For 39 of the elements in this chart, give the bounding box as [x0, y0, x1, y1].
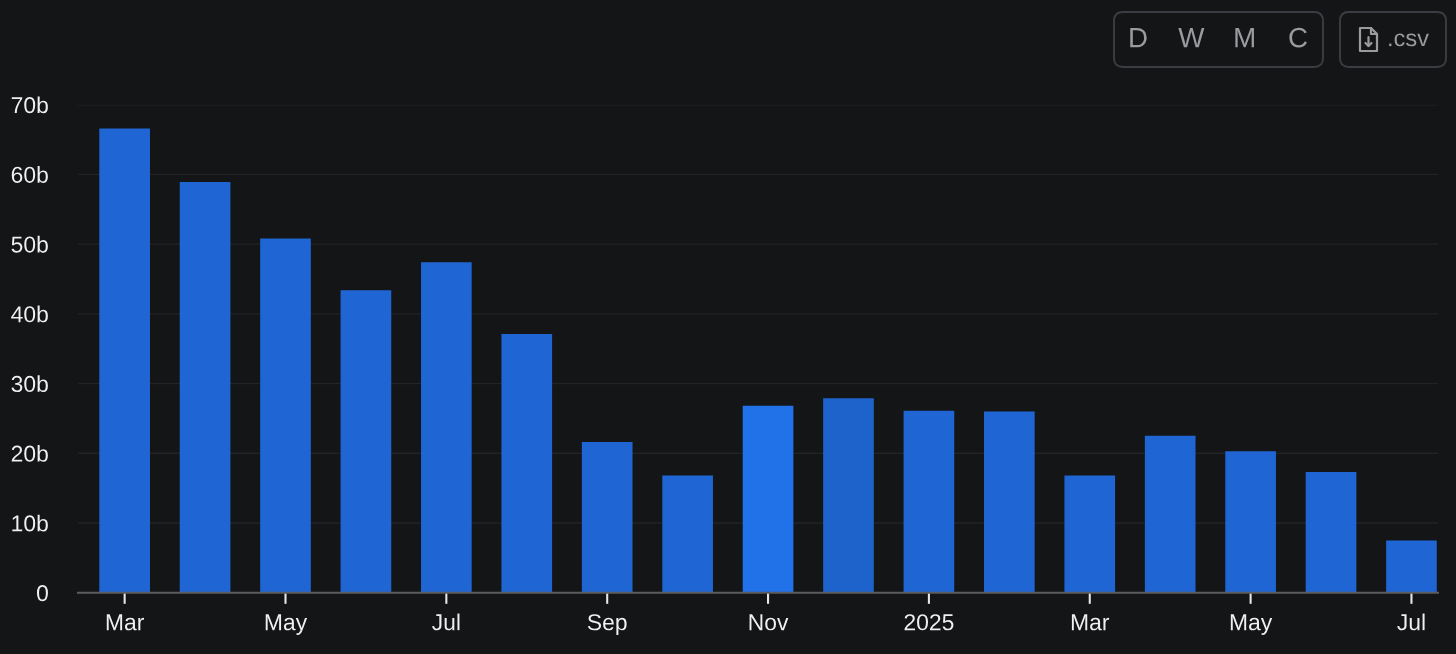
- bar: [1064, 475, 1116, 593]
- y-tick-label: 30b: [11, 375, 48, 393]
- y-tick-label: 40b: [11, 305, 48, 323]
- bar: [903, 410, 955, 593]
- text: W: [1178, 28, 1205, 48]
- x-tick-label: Jul: [432, 613, 460, 631]
- bar: [179, 182, 231, 593]
- bar: [421, 262, 472, 593]
- x-tick-label: 2025: [904, 614, 954, 631]
- bar: [662, 475, 713, 593]
- bar: [99, 128, 150, 593]
- y-tick-label: 0: [36, 585, 48, 602]
- text: C: [1289, 27, 1307, 48]
- text: .csv: [1389, 33, 1429, 47]
- bar: [1386, 540, 1437, 593]
- x-tick-label: May: [1230, 614, 1273, 635]
- x-tick-label: Mar: [1071, 614, 1110, 631]
- bar: [501, 334, 553, 593]
- x-tick-label: Jul: [1397, 613, 1425, 631]
- y-tick-label: 20b: [11, 444, 48, 462]
- text: D: [1130, 28, 1147, 48]
- bar: [581, 442, 633, 593]
- x-tick-label: Nov: [749, 614, 789, 631]
- x-tick-label: Mar: [106, 614, 144, 631]
- bar: [260, 238, 311, 593]
- text: M: [1235, 28, 1254, 48]
- bar: [742, 405, 794, 593]
- y-tick-label: 70b: [11, 96, 48, 114]
- bar: [1305, 472, 1357, 593]
- y-tick-label: 10b: [12, 514, 48, 532]
- bar: [823, 398, 874, 593]
- bar: [1144, 435, 1196, 593]
- bar: [1225, 451, 1276, 593]
- bar: [340, 290, 392, 593]
- x-tick-label: Sep: [587, 614, 627, 635]
- y-tick-label: 60b: [11, 166, 48, 183]
- y-tick-label: 50b: [11, 235, 48, 253]
- bar: [984, 411, 1035, 593]
- x-tick-label: May: [265, 614, 308, 635]
